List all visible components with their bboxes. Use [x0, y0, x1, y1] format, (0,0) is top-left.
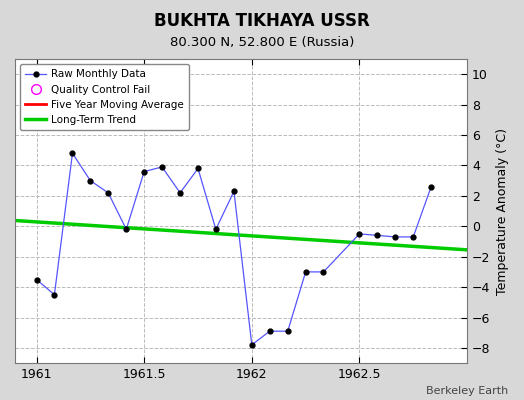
Raw Monthly Data — [87, 178, 93, 183]
Raw Monthly Data — [267, 329, 273, 334]
Raw Monthly Data — [177, 190, 183, 195]
Raw Monthly Data — [123, 227, 129, 232]
Raw Monthly Data — [392, 234, 399, 239]
Text: BUKHTA TIKHAYA USSR: BUKHTA TIKHAYA USSR — [154, 12, 370, 30]
Raw Monthly Data — [213, 227, 219, 232]
Raw Monthly Data — [34, 277, 40, 282]
Raw Monthly Data — [141, 169, 147, 174]
Raw Monthly Data — [374, 233, 380, 238]
Legend: Raw Monthly Data, Quality Control Fail, Five Year Moving Average, Long-Term Tren: Raw Monthly Data, Quality Control Fail, … — [20, 64, 189, 130]
Raw Monthly Data — [320, 270, 326, 274]
Raw Monthly Data — [69, 151, 75, 156]
Text: 80.300 N, 52.800 E (Russia): 80.300 N, 52.800 E (Russia) — [170, 36, 354, 49]
Raw Monthly Data — [231, 189, 237, 194]
Raw Monthly Data — [105, 190, 112, 195]
Raw Monthly Data — [159, 164, 165, 169]
Raw Monthly Data — [51, 292, 58, 297]
Text: Berkeley Earth: Berkeley Earth — [426, 386, 508, 396]
Raw Monthly Data — [302, 270, 309, 274]
Raw Monthly Data — [249, 342, 255, 347]
Raw Monthly Data — [285, 329, 291, 334]
Raw Monthly Data — [356, 232, 363, 236]
Y-axis label: Temperature Anomaly (°C): Temperature Anomaly (°C) — [496, 128, 509, 294]
Raw Monthly Data — [195, 166, 201, 171]
Raw Monthly Data — [428, 184, 434, 189]
Line: Raw Monthly Data: Raw Monthly Data — [34, 151, 433, 347]
Raw Monthly Data — [410, 234, 417, 239]
